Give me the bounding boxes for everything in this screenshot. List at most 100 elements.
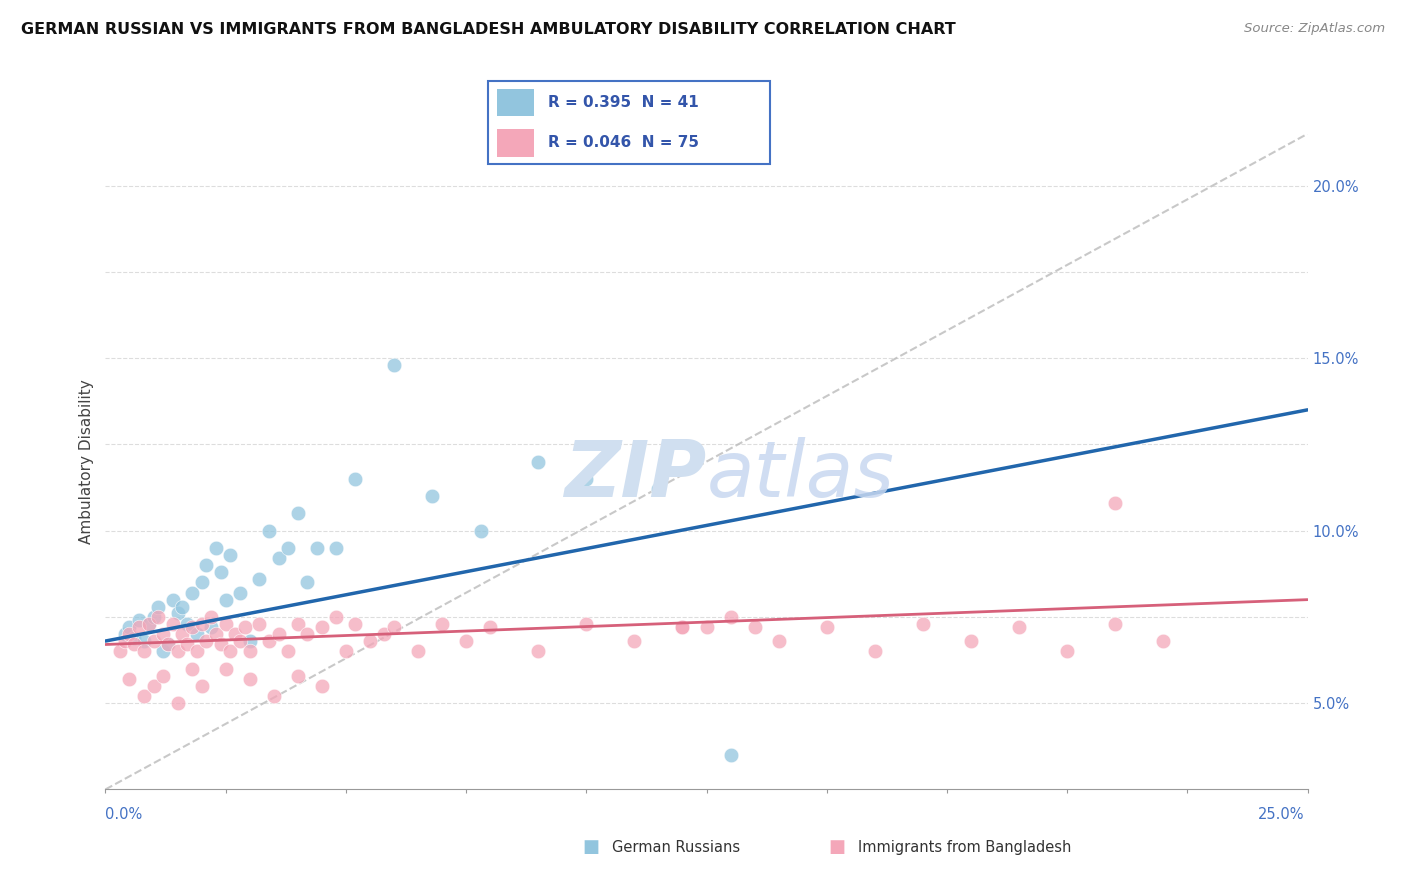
Text: German Russians: German Russians [612, 840, 740, 855]
Point [257, 524, 280, 538]
Point [190, 679, 212, 693]
Point [195, 558, 218, 573]
Point [257, 634, 280, 648]
Point [108, 644, 131, 658]
Text: ZIP: ZIP [564, 437, 707, 513]
Point [214, 662, 236, 676]
Point [311, 679, 333, 693]
Point [239, 634, 262, 648]
Text: GERMAN RUSSIAN VS IMMIGRANTS FROM BANGLADESH AMBULATORY DISABILITY CORRELATION C: GERMAN RUSSIAN VS IMMIGRANTS FROM BANGLA… [21, 22, 956, 37]
Point [671, 620, 693, 634]
Point [114, 634, 136, 648]
Point [181, 662, 204, 676]
Bar [496, 129, 534, 157]
Point [148, 599, 170, 614]
Point [209, 565, 232, 579]
Text: Source: ZipAtlas.com: Source: ZipAtlas.com [1244, 22, 1385, 36]
Point [224, 627, 246, 641]
Point [1056, 644, 1078, 658]
Point [176, 638, 198, 652]
Point [1152, 634, 1174, 648]
Point [911, 616, 934, 631]
Point [325, 541, 347, 555]
Point [479, 620, 502, 634]
Point [128, 620, 150, 634]
Point [263, 690, 285, 704]
Point [128, 613, 150, 627]
Point [344, 472, 367, 486]
Point [575, 616, 598, 631]
Point [422, 489, 444, 503]
Point [305, 541, 328, 555]
Point [233, 620, 256, 634]
Point [696, 620, 718, 634]
Point [720, 747, 742, 762]
Text: 25.0%: 25.0% [1258, 807, 1305, 822]
Point [344, 616, 367, 631]
Point [195, 634, 218, 648]
Point [277, 644, 299, 658]
Point [239, 644, 262, 658]
Point [162, 616, 184, 631]
Point [181, 620, 204, 634]
Text: atlas: atlas [707, 437, 894, 513]
Point [229, 586, 252, 600]
Point [768, 634, 790, 648]
Point [152, 668, 174, 682]
Point [219, 548, 242, 562]
Point [406, 644, 429, 658]
Point [297, 575, 319, 590]
Point [176, 616, 198, 631]
Point [132, 634, 155, 648]
Point [124, 631, 146, 645]
Text: 0.0%: 0.0% [105, 807, 142, 822]
Point [863, 644, 886, 658]
Point [190, 616, 212, 631]
Text: Immigrants from Bangladesh: Immigrants from Bangladesh [858, 840, 1071, 855]
Point [647, 482, 669, 496]
Point [209, 638, 232, 652]
Point [325, 610, 347, 624]
Point [382, 358, 405, 372]
Point [190, 575, 212, 590]
Y-axis label: Ambulatory Disability: Ambulatory Disability [79, 379, 94, 544]
Point [311, 620, 333, 634]
Point [1104, 496, 1126, 510]
Point [335, 644, 357, 658]
Point [1104, 616, 1126, 631]
Point [142, 634, 165, 648]
Point [229, 634, 252, 648]
Text: ■: ■ [582, 838, 599, 856]
Point [575, 472, 598, 486]
Point [671, 620, 693, 634]
FancyBboxPatch shape [488, 81, 770, 164]
Point [200, 610, 222, 624]
Point [214, 616, 236, 631]
Point [138, 616, 160, 631]
Point [118, 620, 141, 634]
Point [186, 627, 208, 641]
Point [186, 644, 208, 658]
Point [200, 620, 222, 634]
Point [470, 524, 492, 538]
Point [156, 638, 179, 652]
Point [205, 541, 228, 555]
Point [148, 610, 170, 624]
Point [138, 616, 160, 631]
Point [287, 507, 309, 521]
Point [214, 592, 236, 607]
Point [152, 644, 174, 658]
Point [181, 586, 204, 600]
Point [166, 696, 188, 710]
Point [239, 672, 262, 686]
Point [142, 610, 165, 624]
Point [132, 690, 155, 704]
Point [1008, 620, 1031, 634]
Point [744, 620, 766, 634]
Point [815, 620, 838, 634]
Point [359, 634, 381, 648]
Point [118, 672, 141, 686]
Point [527, 644, 550, 658]
Bar [496, 89, 534, 116]
Point [277, 541, 299, 555]
